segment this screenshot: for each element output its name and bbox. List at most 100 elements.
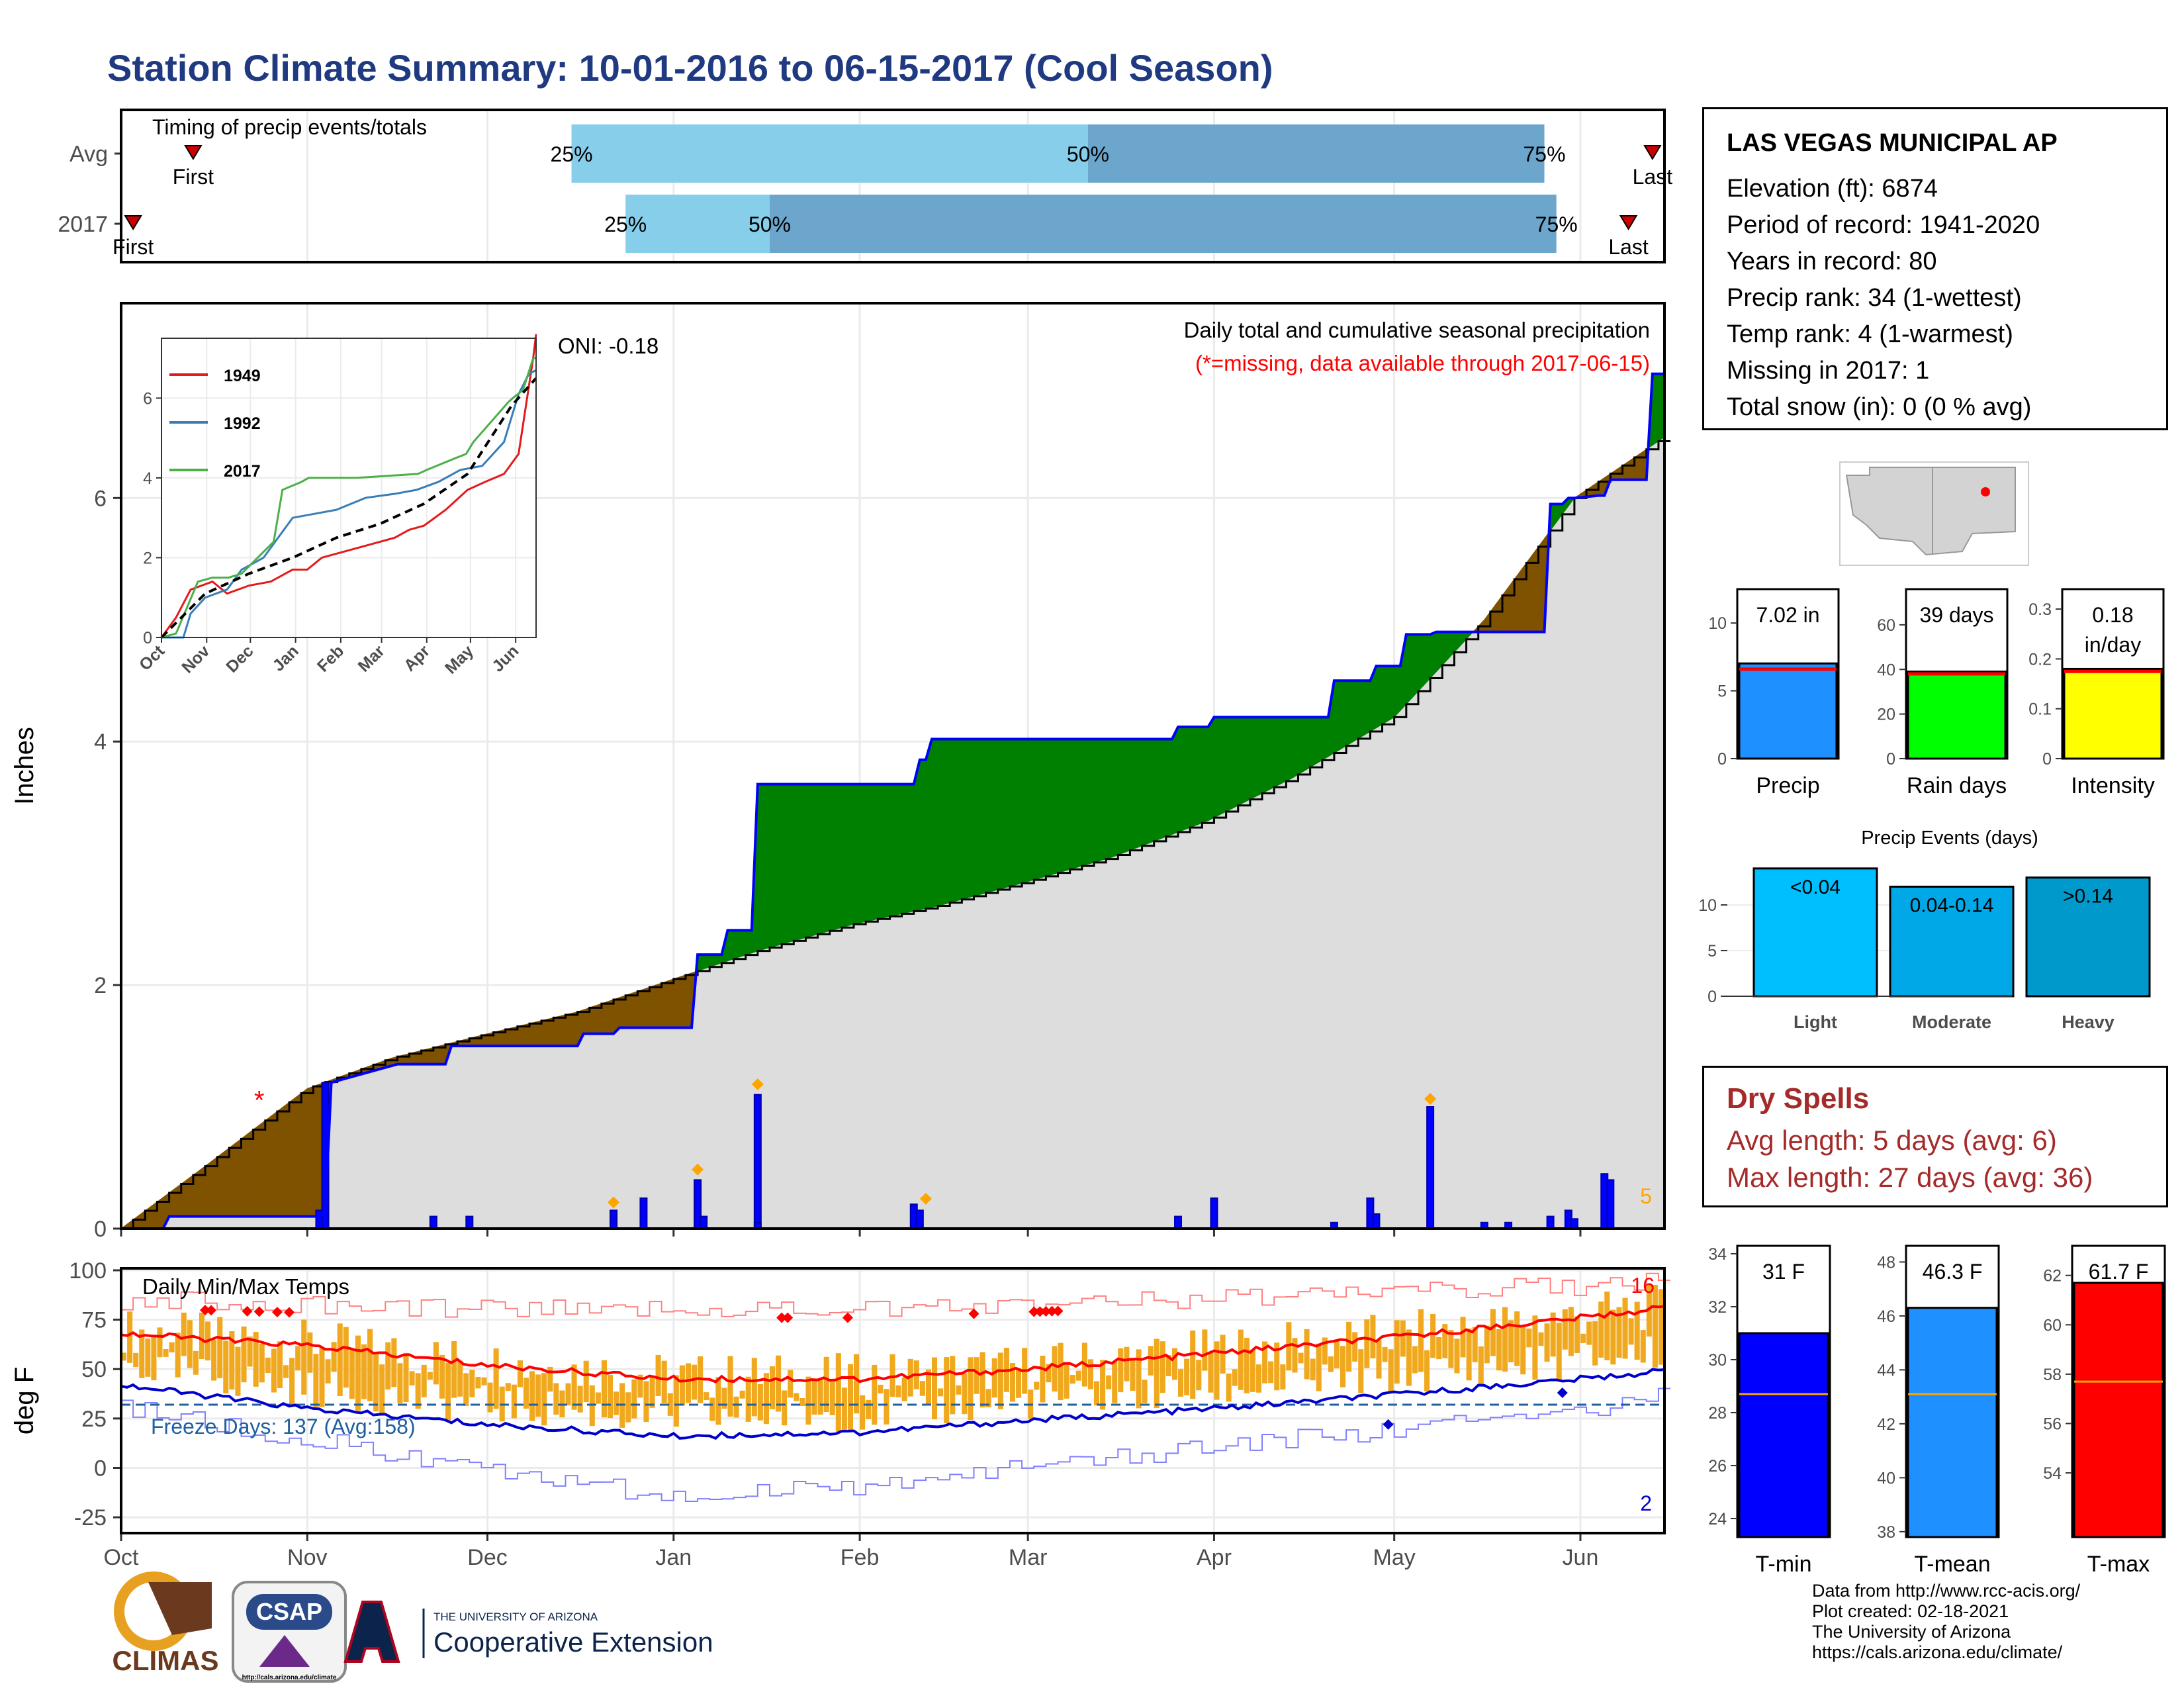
daily-temp-bar (277, 1341, 283, 1388)
timing-title: Timing of precip events/totals (152, 115, 427, 139)
inset-series-avg (160, 377, 537, 639)
daily-temp-bar (997, 1352, 1003, 1409)
daily-temp-bar (301, 1319, 307, 1395)
timing-last-marker (1643, 145, 1662, 160)
daily-record-marker (1424, 1093, 1437, 1105)
temp-summary-y-tick-label: 48 (1877, 1253, 1895, 1272)
surplus-area (811, 784, 819, 937)
daily-record-marker (751, 1078, 764, 1090)
daily-temp-bar (247, 1336, 253, 1367)
deficit-area (607, 999, 614, 1035)
daily-temp-bar (985, 1389, 991, 1407)
daily-temp-bar (1418, 1309, 1424, 1372)
daily-temp-bar (1484, 1325, 1490, 1364)
precip-summary-y-tick-label: 0.3 (2028, 600, 2052, 619)
daily-temp-bar (979, 1352, 985, 1408)
surplus-area (1027, 739, 1034, 882)
surplus-area (985, 739, 993, 894)
daily-temp-bar (541, 1373, 547, 1426)
deficit-area (667, 978, 674, 1028)
daily-temp-bar (1274, 1342, 1280, 1391)
surplus-area (1244, 716, 1251, 803)
surplus-area (763, 784, 770, 950)
surplus-area (937, 739, 944, 907)
info-period: Period of record: 1941-2020 (1727, 211, 2040, 239)
daily-temp-bar (1250, 1350, 1255, 1392)
inset-series-1949 (160, 334, 537, 638)
precip-events-bar (2025, 876, 2151, 998)
surplus-area (1232, 716, 1239, 810)
temp-y-tick-label: 0 (94, 1456, 107, 1481)
precip-summary-y-tick-label: 20 (1877, 706, 1895, 724)
daily-temp-bar (1436, 1337, 1442, 1360)
daily-temp-bar (991, 1358, 997, 1398)
record-high-marker (776, 1312, 788, 1323)
deficit-area (655, 982, 662, 1028)
surplus-area (757, 784, 764, 952)
info-precip-rank: Precip rank: 34 (1-wettest) (1727, 284, 2022, 312)
daily-temp-bar (1009, 1363, 1016, 1402)
surplus-area (1322, 716, 1329, 761)
timing-label-75: 75% (1523, 142, 1565, 166)
daily-temp-bar (1364, 1319, 1370, 1368)
surplus-area (1171, 726, 1179, 835)
freeze-days-note: Freeze Days: 137 (Avg:158) (151, 1415, 416, 1438)
daily-temp-bar (229, 1331, 235, 1390)
daily-temp-bar (1556, 1323, 1562, 1380)
surplus-area (925, 739, 933, 910)
daily-temp-bar (349, 1348, 355, 1399)
daily-temp-bar (379, 1364, 385, 1415)
precip-y-tick-label: 0 (94, 1217, 107, 1242)
surplus-area (1105, 739, 1113, 860)
daily-temp-bar (295, 1346, 301, 1371)
timing-first-label: First (113, 235, 154, 259)
deficit-area (643, 986, 651, 1028)
daily-temp-bar (1472, 1327, 1478, 1362)
daily-temp-bar (181, 1312, 187, 1356)
timing-label-50: 50% (1067, 142, 1109, 166)
daily-temp-bar (487, 1382, 493, 1413)
daily-temp-bar (241, 1326, 247, 1383)
daily-temp-bar (968, 1357, 974, 1421)
daily-temp-bar (1412, 1346, 1418, 1374)
daily-temp-bar (595, 1392, 601, 1404)
daily-temp-bar (1255, 1364, 1262, 1393)
credit-university: The University of Arizona (1812, 1622, 2011, 1642)
info-snow: Total snow (in): 0 (0 % avg) (1727, 393, 2032, 421)
surplus-area (1418, 633, 1425, 692)
surplus-area (1357, 680, 1365, 739)
timing-label-25: 25% (604, 212, 647, 236)
daily-temp-bar (355, 1335, 361, 1411)
surplus-area (1273, 716, 1281, 788)
deficit-area (259, 1119, 266, 1217)
surplus-area (1195, 726, 1203, 826)
daily-temp-bar (1280, 1364, 1286, 1390)
precip-events-y-tick-label: 0 (1707, 988, 1717, 1006)
daily-temp-bar (1514, 1311, 1520, 1366)
daily-temp-bar (361, 1344, 367, 1399)
daily-temp-bar (217, 1317, 223, 1379)
daily-precip-bar (1372, 1213, 1381, 1229)
deficit-area (571, 1011, 578, 1047)
daily-temp-bar (1466, 1328, 1472, 1381)
temp-summary-y-tick-label: 60 (2043, 1316, 2062, 1335)
surplus-area (931, 739, 938, 908)
daily-temp-bar (493, 1348, 499, 1409)
daily-temp-bar (1478, 1346, 1484, 1386)
surplus-area (1117, 739, 1124, 856)
temp-summary-category-label: T-max (2087, 1552, 2150, 1577)
daily-precip-bar (1606, 1179, 1615, 1229)
daily-temp-bar (1268, 1361, 1274, 1383)
deficit-area (685, 972, 692, 1028)
inset-y-tick-label: 6 (143, 389, 152, 408)
daily-temp-bar (1328, 1356, 1334, 1372)
daily-precip-bar (915, 1209, 924, 1229)
daily-temp-bar (1640, 1330, 1646, 1363)
daily-temp-bar (1016, 1368, 1022, 1398)
daily-temp-bar (1544, 1323, 1550, 1362)
temp-summary-category-label: T-mean (1914, 1552, 1990, 1577)
daily-temp-bar (739, 1390, 745, 1399)
daily-temp-bar (253, 1332, 259, 1387)
daily-temp-bar (151, 1335, 157, 1381)
surplus-area (1382, 665, 1389, 726)
